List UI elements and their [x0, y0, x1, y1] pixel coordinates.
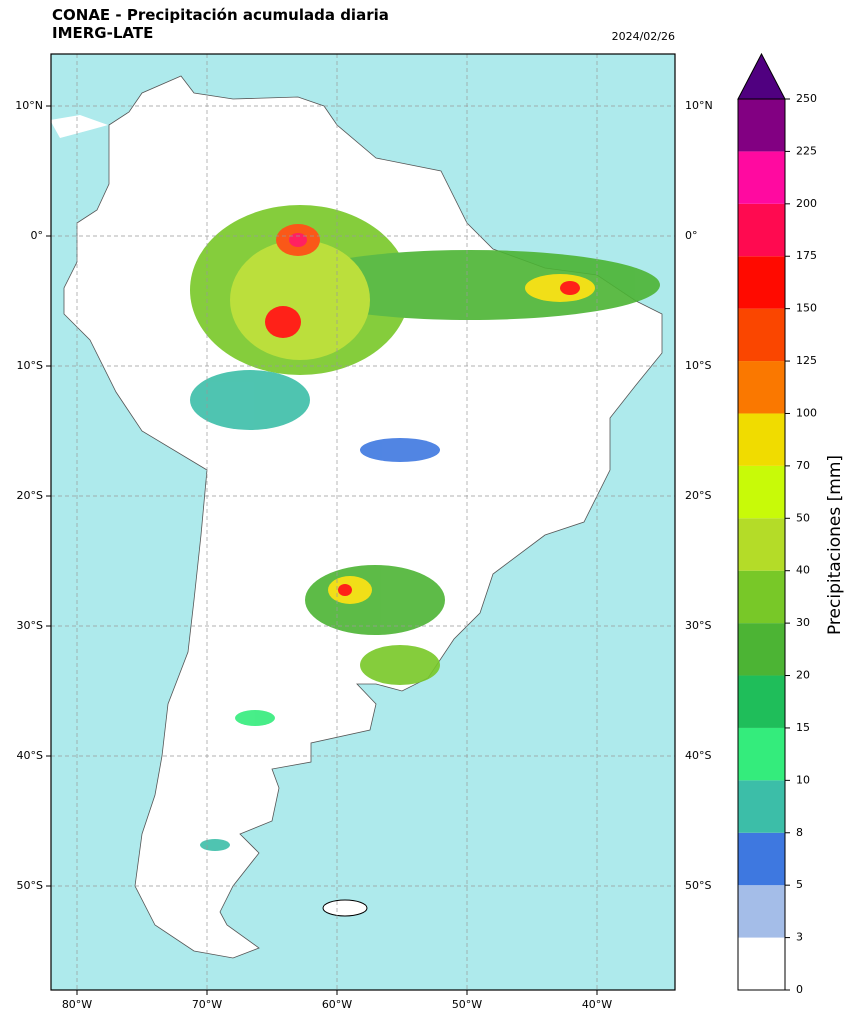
colorbar-segment	[738, 623, 785, 676]
lat-tick-label: 30°S	[685, 619, 711, 632]
colorbar-segment	[738, 832, 785, 886]
colorbar-segment	[738, 885, 785, 938]
lon-tick-label: 50°W	[452, 998, 482, 1011]
colorbar-segment	[738, 727, 785, 781]
lon-tick-label: 80°W	[62, 998, 92, 1011]
lat-tick-label: 30°S	[17, 619, 43, 632]
colorbar-segment	[738, 465, 785, 519]
title: CONAE - Precipitación acumulada diaria	[52, 6, 389, 24]
colorbar-tick-label: 8	[796, 826, 803, 839]
lat-tick-label: 40°S	[17, 749, 43, 762]
colorbar-segment	[738, 203, 785, 257]
lon-tick-label: 70°W	[192, 998, 222, 1011]
central-america	[51, 115, 108, 138]
colorbar-segment	[738, 99, 785, 152]
colorbar-tick-label: 0	[796, 983, 803, 996]
colorbar-tick-label: 200	[796, 197, 817, 210]
colorbar-segment	[738, 256, 785, 309]
colorbar-tick-label: 5	[796, 878, 803, 891]
lat-tick-label: 10°N	[685, 99, 713, 112]
lat-tick-label: 20°S	[685, 489, 711, 502]
colorbar-segment	[738, 518, 785, 571]
precipitation	[190, 205, 660, 851]
lat-tick-label: 50°S	[685, 879, 711, 892]
colorbar-tick-label: 150	[796, 302, 817, 315]
colorbar-segment	[738, 361, 785, 414]
map-frame	[50, 53, 676, 991]
colorbar-tick-label: 3	[796, 931, 803, 944]
colorbar-segment	[738, 937, 785, 990]
lat-tick-label: 0°	[31, 229, 44, 242]
colorbar-tick-label: 250	[796, 92, 817, 105]
colorbar-segment	[738, 151, 785, 204]
lon-tick-label: 60°W	[322, 998, 352, 1011]
map	[51, 54, 675, 990]
colorbar-segment	[738, 780, 785, 833]
lat-tick-label: 0°	[685, 229, 698, 242]
colorbar-tick-label: 125	[796, 354, 817, 367]
colorbar-tick-label: 100	[796, 406, 817, 419]
colorbar-segment	[738, 675, 785, 728]
colorbar-tick-label: 15	[796, 721, 810, 734]
lat-tick-label: 10°S	[17, 359, 43, 372]
colorbar-segment	[738, 308, 785, 362]
colorbar-segment	[738, 570, 785, 624]
colorbar-tick-label: 175	[796, 249, 817, 262]
lat-tick-label: 10°S	[685, 359, 711, 372]
colorbar-label: Precipitaciones [mm]	[825, 455, 845, 635]
date: 2024/02/26	[612, 30, 675, 43]
colorbar-tick-label: 70	[796, 459, 810, 472]
colorbar-extension	[737, 52, 786, 100]
grid	[51, 54, 675, 990]
lat-tick-label: 50°S	[17, 879, 43, 892]
colorbar-tick-label: 10	[796, 773, 810, 786]
colorbar-tick-label: 20	[796, 669, 810, 682]
colorbar-frame	[737, 98, 786, 991]
colorbar-tick-label: 30	[796, 616, 810, 629]
subtitle: IMERG-LATE	[52, 24, 153, 42]
falklands	[322, 899, 368, 917]
colorbar-tick-label: 40	[796, 564, 810, 577]
colorbar-tick-label: 225	[796, 144, 817, 157]
colorbar-segment	[738, 413, 785, 466]
colorbar-tick-label: 50	[796, 511, 810, 524]
lat-tick-label: 20°S	[17, 489, 43, 502]
lon-tick-label: 40°W	[582, 998, 612, 1011]
lat-tick-label: 40°S	[685, 749, 711, 762]
lat-tick-label: 10°N	[15, 99, 43, 112]
